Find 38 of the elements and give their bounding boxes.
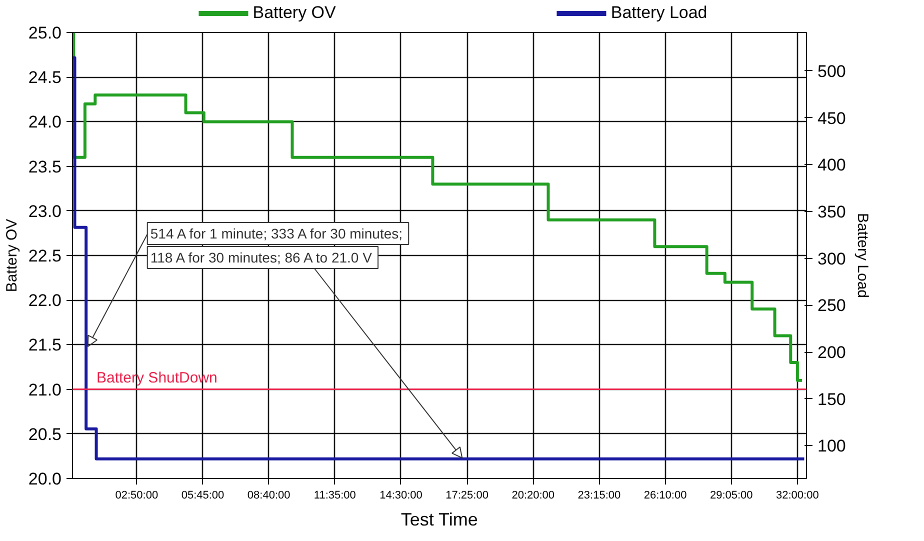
y-axis-title: Battery OV: [3, 218, 20, 292]
annotation: 118 A for 30 minutes; 86 A to 21.0 V: [150, 249, 373, 266]
y2-tick-label: 500: [818, 62, 846, 81]
y-tick-label: 22.5: [28, 246, 62, 266]
y2-tick-label: 100: [818, 436, 846, 456]
x-tick-label: 14:30:00: [380, 490, 422, 502]
y2-tick-label: 200: [818, 343, 846, 362]
y-tick-label: 25.0: [28, 24, 62, 42]
y-tick-label: 24.5: [28, 68, 62, 88]
y2-tick-label: 250: [818, 296, 846, 316]
y2-axis-title: Battery Load: [854, 212, 871, 298]
x-tick-label: 32:00:00: [776, 490, 819, 502]
y2-tick-label: 400: [818, 156, 846, 175]
y2-tick-label: 150: [818, 390, 846, 409]
legend-label: Battery OV: [252, 3, 336, 23]
x-axis-title: Test Time: [400, 510, 478, 530]
x-tick-label: 23:15:00: [578, 490, 621, 502]
y-tick-label: 24.0: [28, 112, 62, 132]
y2-tick-label: 300: [818, 249, 846, 268]
x-tick-label: 11:35:00: [314, 490, 356, 502]
y-tick-label: 23.5: [28, 157, 62, 176]
x-tick-label: 20:20:00: [512, 490, 555, 502]
y-tick-label: 23.0: [28, 202, 62, 221]
y-tick-label: 20.0: [28, 470, 62, 488]
x-tick-label: 17:25:00: [446, 490, 488, 502]
y-tick-label: 21.0: [28, 380, 62, 400]
x-tick-label: 26:10:00: [644, 490, 687, 502]
y-tick-label: 20.5: [28, 424, 62, 444]
x-tick-label: 02:50:00: [115, 490, 158, 502]
annotation: 514 A for 1 minute; 333 A for 30 minutes;: [150, 225, 403, 242]
x-tick-label: 29:05:00: [710, 490, 753, 502]
y2-tick-label: 350: [818, 202, 846, 222]
x-tick-label: 08:40:00: [247, 490, 290, 502]
y-tick-label: 21.5: [28, 336, 62, 355]
legend-label: Battery Load: [610, 3, 708, 23]
y2-tick-label: 450: [818, 108, 846, 128]
x-tick-label: 05:45:00: [181, 490, 224, 502]
y-tick-label: 22.0: [28, 291, 62, 310]
